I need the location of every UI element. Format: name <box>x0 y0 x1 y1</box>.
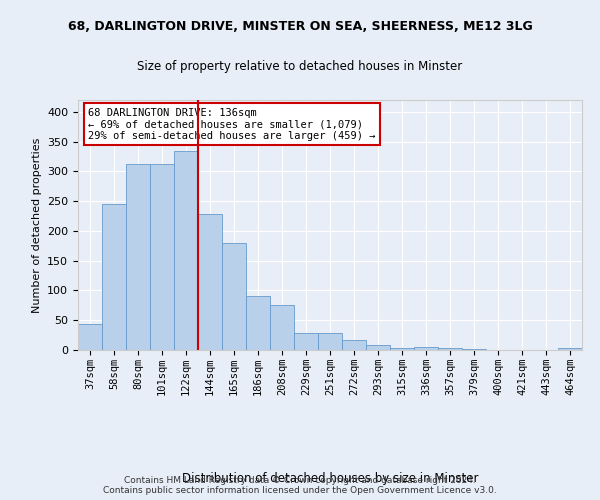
Bar <box>414 347 438 350</box>
Bar <box>366 344 390 350</box>
X-axis label: Distribution of detached houses by size in Minster: Distribution of detached houses by size … <box>182 472 478 484</box>
Bar <box>390 348 414 350</box>
Bar <box>78 324 102 350</box>
Bar <box>294 332 318 350</box>
Bar <box>222 243 246 350</box>
Bar <box>318 334 342 350</box>
Bar <box>150 164 174 350</box>
Bar <box>174 150 198 350</box>
Bar <box>342 340 366 350</box>
Y-axis label: Number of detached properties: Number of detached properties <box>32 138 41 312</box>
Bar <box>462 349 486 350</box>
Bar <box>438 348 462 350</box>
Text: 68, DARLINGTON DRIVE, MINSTER ON SEA, SHEERNESS, ME12 3LG: 68, DARLINGTON DRIVE, MINSTER ON SEA, SH… <box>68 20 532 33</box>
Bar <box>198 214 222 350</box>
Bar <box>270 306 294 350</box>
Bar <box>558 348 582 350</box>
Text: 68 DARLINGTON DRIVE: 136sqm
← 69% of detached houses are smaller (1,079)
29% of : 68 DARLINGTON DRIVE: 136sqm ← 69% of det… <box>88 108 376 140</box>
Bar <box>126 164 150 350</box>
Bar <box>246 296 270 350</box>
Text: Contains HM Land Registry data © Crown copyright and database right 2024.
Contai: Contains HM Land Registry data © Crown c… <box>103 476 497 495</box>
Text: Size of property relative to detached houses in Minster: Size of property relative to detached ho… <box>137 60 463 73</box>
Bar <box>102 204 126 350</box>
